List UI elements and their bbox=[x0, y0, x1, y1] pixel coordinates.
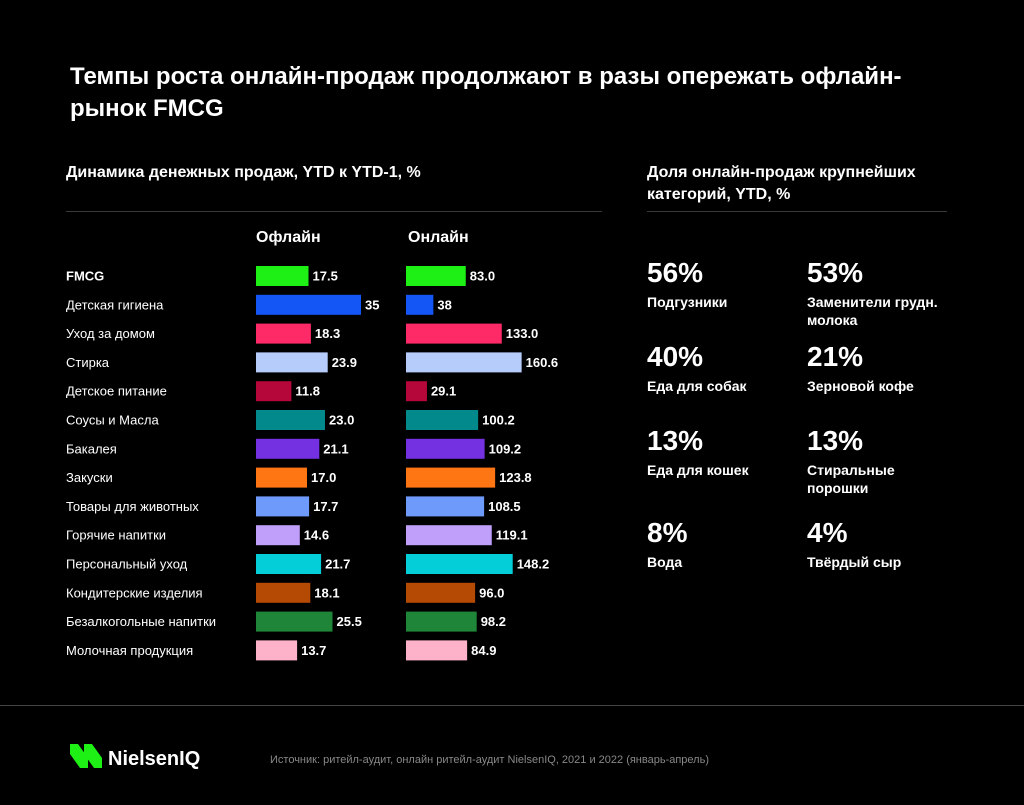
online-bar bbox=[406, 410, 479, 430]
offline-bar bbox=[256, 467, 307, 488]
online-value-label: 108.5 bbox=[488, 499, 521, 514]
category-label: Закуски bbox=[66, 470, 113, 485]
offline-value-label: 21.7 bbox=[325, 557, 350, 572]
online-column-header: Онлайн bbox=[408, 229, 469, 246]
offline-bar bbox=[256, 582, 311, 603]
brand-name: NielsenIQ bbox=[108, 748, 201, 770]
offline-bar bbox=[256, 266, 309, 286]
source-note: Источник: ритейл-аудит, онлайн ритейл-ау… bbox=[270, 754, 709, 766]
share-percent: 13% bbox=[647, 425, 704, 456]
offline-value-label: 21.1 bbox=[323, 441, 348, 456]
category-label: Молочная продукция bbox=[66, 643, 193, 658]
share-category: Стиральные порошки bbox=[807, 462, 895, 496]
category-label: Кондитерские изделия bbox=[66, 585, 203, 600]
share-category: Еда для кошек bbox=[647, 462, 749, 478]
footer-divider bbox=[0, 705, 1024, 706]
online-bar bbox=[406, 496, 485, 517]
online-bar bbox=[406, 611, 477, 632]
category-label: Уход за домом bbox=[66, 326, 155, 341]
offline-bar bbox=[256, 381, 292, 402]
growth-bar-chart: FMCG 17.5 83.0 Детская гигиена 35 38 Уход за д… bbox=[66, 266, 559, 661]
shares-subtitle: Доля онлайн-продаж крупнейших категорий,… bbox=[647, 164, 916, 203]
offline-bar bbox=[256, 323, 311, 344]
offline-value-label: 25.5 bbox=[337, 614, 362, 629]
category-label: Соусы и Масла bbox=[66, 413, 159, 428]
share-percent: 21% bbox=[807, 341, 864, 372]
offline-bar bbox=[256, 352, 328, 373]
offline-value-label: 11.8 bbox=[295, 384, 320, 399]
share-category: Вода bbox=[647, 554, 683, 570]
share-percent: 8% bbox=[647, 517, 688, 548]
offline-column-header: Офлайн bbox=[256, 229, 321, 246]
category-label: Товары для животных bbox=[66, 499, 199, 514]
category-label: Горячие напитки bbox=[66, 528, 166, 543]
offline-bar bbox=[256, 554, 322, 574]
offline-bar bbox=[256, 525, 300, 546]
share-category: Подгузники bbox=[647, 294, 728, 310]
online-bar bbox=[406, 582, 476, 603]
offline-value-label: 17.0 bbox=[311, 470, 336, 485]
online-bar bbox=[406, 640, 468, 661]
offline-value-label: 35 bbox=[365, 297, 379, 312]
share-percent: 53% bbox=[807, 257, 864, 288]
shares-divider bbox=[647, 211, 947, 212]
nielseniq-logo-icon bbox=[70, 744, 102, 768]
online-bar bbox=[406, 438, 485, 459]
online-bar bbox=[406, 554, 513, 574]
online-value-label: 109.2 bbox=[489, 441, 522, 456]
online-value-label: 160.6 bbox=[526, 355, 559, 370]
offline-value-label: 17.7 bbox=[313, 499, 338, 514]
online-value-label: 100.2 bbox=[482, 413, 515, 428]
offline-bar bbox=[256, 438, 320, 459]
online-bar bbox=[406, 323, 502, 344]
offline-value-label: 18.1 bbox=[314, 585, 339, 600]
category-label: Детское питание bbox=[66, 384, 167, 399]
offline-value-label: 23.0 bbox=[329, 413, 354, 428]
offline-value-label: 23.9 bbox=[332, 355, 357, 370]
chart-divider bbox=[66, 211, 602, 212]
online-value-label: 29.1 bbox=[431, 384, 456, 399]
share-percent: 4% bbox=[807, 517, 848, 548]
online-value-label: 84.9 bbox=[471, 643, 496, 658]
offline-value-label: 14.6 bbox=[304, 528, 329, 543]
category-label: Безалкогольные напитки bbox=[66, 614, 216, 629]
share-category: Еда для собак bbox=[647, 378, 747, 394]
offline-bar bbox=[256, 410, 325, 430]
online-value-label: 119.1 bbox=[496, 528, 528, 543]
page-title: Темпы роста онлайн-продаж продолжают в р… bbox=[70, 63, 902, 122]
share-category: Твёрдый сыр bbox=[807, 554, 902, 570]
chart-subtitle: Динамика денежных продаж, YTD к YTD-1, % bbox=[66, 164, 421, 181]
category-label: Персональный уход bbox=[66, 557, 188, 572]
offline-bar bbox=[256, 640, 298, 661]
category-label: Стирка bbox=[66, 355, 110, 370]
online-value-label: 148.2 bbox=[517, 557, 550, 572]
offline-value-label: 13.7 bbox=[301, 643, 326, 658]
online-bar bbox=[406, 352, 522, 373]
online-bar bbox=[406, 525, 492, 546]
category-label: Детская гигиена bbox=[66, 297, 164, 312]
share-percent: 13% bbox=[807, 425, 864, 456]
category-label: FMCG bbox=[66, 269, 104, 284]
online-value-label: 98.2 bbox=[481, 614, 506, 629]
online-value-label: 96.0 bbox=[479, 585, 504, 600]
share-category: Зерновой кофе bbox=[807, 378, 914, 394]
online-value-label: 38 bbox=[437, 297, 451, 312]
share-category: Заменители грудн. молока bbox=[807, 294, 938, 328]
online-value-label: 83.0 bbox=[470, 269, 495, 284]
offline-value-label: 18.3 bbox=[315, 326, 340, 341]
offline-bar bbox=[256, 611, 333, 632]
share-percent: 56% bbox=[647, 257, 704, 288]
online-bar bbox=[406, 381, 427, 402]
offline-bar bbox=[256, 496, 310, 517]
online-value-label: 123.8 bbox=[499, 470, 532, 485]
online-bar bbox=[406, 294, 434, 315]
offline-bar bbox=[256, 294, 361, 315]
share-percent: 40% bbox=[647, 341, 704, 372]
online-bar bbox=[406, 467, 496, 488]
online-bar bbox=[406, 266, 466, 286]
category-label: Бакалея bbox=[66, 441, 117, 456]
online-value-label: 133.0 bbox=[506, 326, 539, 341]
offline-value-label: 17.5 bbox=[313, 269, 338, 284]
